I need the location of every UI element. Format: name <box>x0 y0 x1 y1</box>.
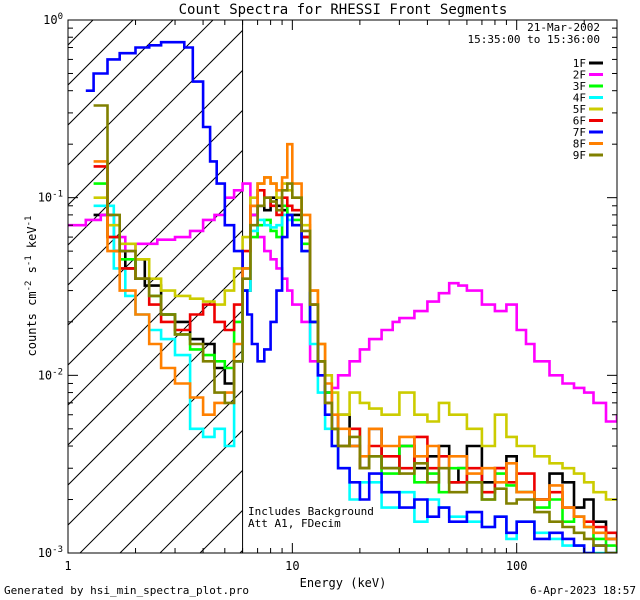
hatch-line <box>119 429 243 553</box>
hatch-line <box>68 229 243 406</box>
legend-label-5F: 5F <box>573 103 586 116</box>
hatch-line <box>68 20 174 126</box>
series-9F <box>93 104 617 553</box>
hatch-line <box>68 20 134 86</box>
plot-frame <box>67 19 618 554</box>
legend-label-4F: 4F <box>573 92 586 105</box>
hatch-line <box>68 269 243 446</box>
hatch-line <box>68 189 243 366</box>
y-tick-label: 100 <box>43 12 63 27</box>
x-tick-label: 10 <box>285 559 299 573</box>
y-axis-label: counts cm-2 s-1 keV-1 <box>24 216 39 357</box>
footer-generated-by: Generated by hsi_min_spectra_plot.pro <box>4 584 249 597</box>
y-tick-label: 10-1 <box>38 190 63 205</box>
legend-label-3F: 3F <box>573 80 586 93</box>
hatch-line <box>68 29 243 206</box>
annotation-background: Includes Background <box>248 505 374 518</box>
series-8F <box>93 142 617 546</box>
x-tick-label: 1 <box>64 559 71 573</box>
hatch-line <box>68 309 243 486</box>
x-axis-label: Energy (keV) <box>300 576 387 590</box>
footer-timestamp: 6-Apr-2023 18:57 <box>530 584 636 597</box>
x-tick-label: 100 <box>506 559 528 573</box>
y-tick-label: 10-2 <box>38 367 63 382</box>
hatch-line <box>68 149 243 326</box>
axes: 1 10 100 100 10-1 10-2 10-3 <box>38 12 617 573</box>
legend-label-6F: 6F <box>573 115 586 128</box>
date-label: 21-Mar-2002 <box>527 21 600 34</box>
hatch-line <box>79 389 243 553</box>
background-hatch <box>0 20 243 553</box>
legend-label-2F: 2F <box>573 69 586 82</box>
y-tick-label: 10-3 <box>38 545 63 560</box>
time-range-label: 15:35:00 to 15:36:00 <box>468 33 600 46</box>
hatch-line <box>68 20 94 46</box>
legend-label-1F: 1F <box>573 57 586 70</box>
legend-label-9F: 9F <box>573 149 586 162</box>
series-lines <box>68 40 617 553</box>
annotation-attenuator: Att A1, FDecim <box>248 517 341 530</box>
hatch-line <box>68 349 243 526</box>
series-7F <box>85 40 617 553</box>
hatch-line <box>68 20 214 166</box>
legend-label-8F: 8F <box>573 138 586 151</box>
legend-label-7F: 7F <box>573 126 586 139</box>
hatch-line <box>0 20 13 553</box>
chart-title: Count Spectra for RHESSI Front Segments <box>179 2 508 18</box>
